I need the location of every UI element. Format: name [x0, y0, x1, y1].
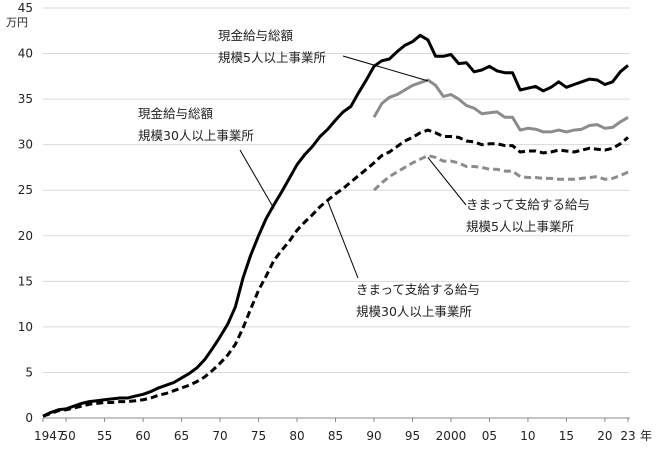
- x-tick-label-15: 15: [559, 429, 574, 443]
- x-tick-label-70: 70: [212, 429, 227, 443]
- annotation-text-2-1: 規模5人以上事業所: [466, 219, 574, 234]
- y-axis-label: 万円: [6, 16, 28, 29]
- y-tick-label-25: 25: [18, 183, 33, 197]
- annotation-text-1-0: 現金給与総額: [138, 106, 214, 121]
- annotation-text-0-0: 現金給与総額: [218, 28, 294, 43]
- annotation-text-0-1: 規模5人以上事業所: [218, 50, 326, 65]
- series-line-2: [42, 128, 629, 418]
- y-tick-label-10: 10: [18, 320, 33, 334]
- series-line-1: [372, 78, 629, 134]
- y-tick-labels: 0 5 10 15 20 25 30 35 40 45: [18, 1, 33, 425]
- y-tick-label-5: 5: [25, 365, 33, 379]
- x-tick-label-20: 20: [597, 429, 612, 443]
- annotation-leader-3: [327, 200, 359, 279]
- x-tick-label-23: 23: [620, 429, 635, 443]
- x-tick-label-75: 75: [251, 429, 266, 443]
- x-tick-label-1947: 1947: [34, 429, 65, 443]
- y-tick-label-15: 15: [18, 274, 33, 288]
- y-tick-label-40: 40: [18, 47, 33, 61]
- gridlines: [43, 7, 630, 373]
- x-tick-label-2000: 2000: [436, 429, 467, 443]
- series-lines: [42, 33, 629, 418]
- y-tick-label-0: 0: [25, 411, 33, 425]
- x-tick-label-50: 50: [60, 429, 75, 443]
- annotations: 現金給与総額規模5人以上事業所現金給与総額規模30人以上事業所きまって支給する給…: [138, 28, 590, 319]
- annotation-leader-1: [239, 149, 275, 209]
- x-tick-label-05: 05: [482, 429, 497, 443]
- annotation-leader-2: [427, 157, 467, 206]
- series-line-3: [372, 154, 629, 192]
- x-tick-label-90: 90: [366, 429, 381, 443]
- y-tick-label-30: 30: [18, 138, 33, 152]
- x-tick-label-95: 95: [405, 429, 420, 443]
- x-tick-label-85: 85: [328, 429, 343, 443]
- annotation-text-3-1: 規模30人以上事業所: [356, 304, 472, 319]
- y-axis-unit: 万円: [6, 16, 28, 29]
- annotation-text-1-1: 規模30人以上事業所: [138, 128, 254, 143]
- series-line-0: [42, 33, 629, 418]
- x-tick-label-60: 60: [135, 429, 150, 443]
- x-tick-label-10: 10: [520, 429, 535, 443]
- y-tick-label-20: 20: [18, 229, 33, 243]
- annotation-text-3-0: きまって支給する給与: [356, 282, 480, 297]
- annotation-leader-0: [342, 55, 429, 82]
- x-tick-label-55: 55: [97, 429, 112, 443]
- y-tick-label-45: 45: [18, 1, 33, 15]
- y-tick-label-35: 35: [18, 92, 33, 106]
- annotation-text-2-0: きまって支給する給与: [466, 197, 590, 212]
- x-axis-label: 年: [640, 429, 652, 443]
- x-tick-label-80: 80: [289, 429, 304, 443]
- x-tick-label-65: 65: [174, 429, 189, 443]
